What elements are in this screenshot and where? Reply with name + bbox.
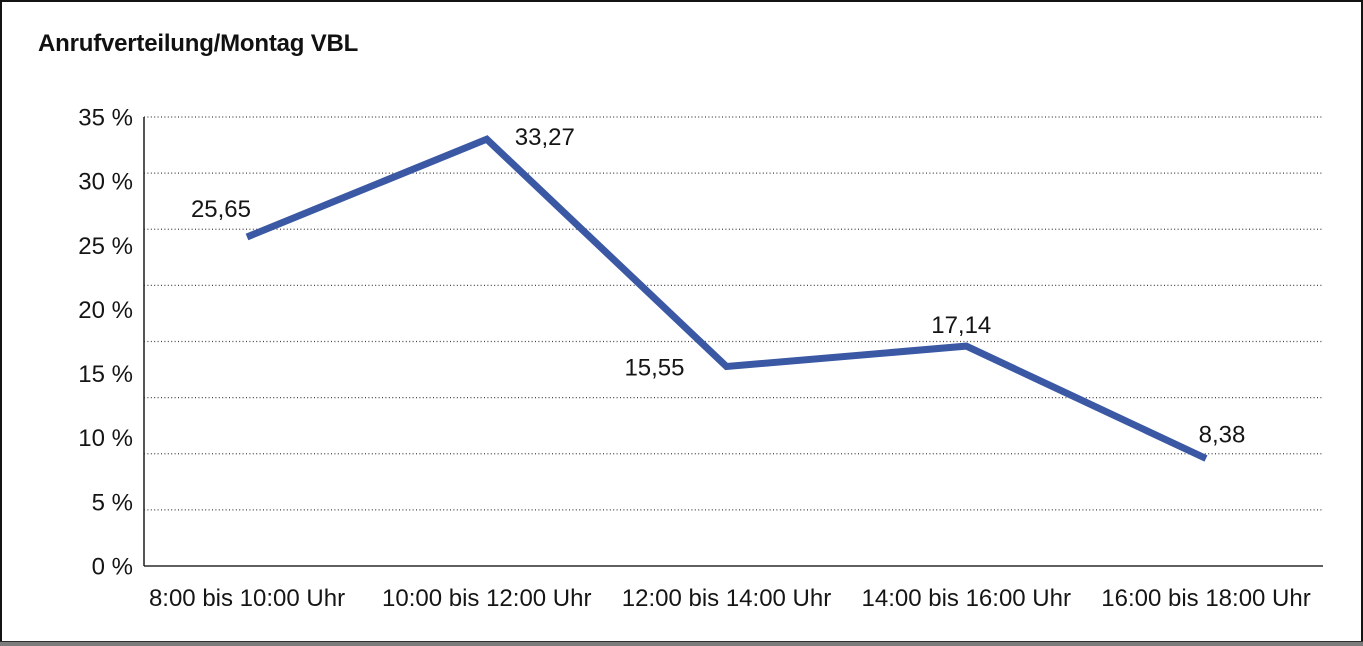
series-line [245,135,1208,462]
point-label: 33,27 [515,124,575,151]
y-tick-label: 5 % [92,489,133,516]
x-category-label: 10:00 bis 12:00 Uhr [382,585,591,612]
window-bottom-edge [0,641,1363,646]
x-category-label: 14:00 bis 16:00 Uhr [862,585,1071,612]
y-tick-label: 15 % [78,361,133,388]
point-label: 15,55 [624,355,684,382]
x-category-label: 16:00 bis 18:00 Uhr [1101,585,1310,612]
x-category-label: 12:00 bis 14:00 Uhr [622,585,831,612]
point-label: 8,38 [1199,421,1246,448]
y-tick-label: 30 % [78,169,133,196]
point-label: 17,14 [931,312,991,339]
y-tick-label: 0 % [92,554,133,581]
y-tick-label: 10 % [78,425,133,452]
chart-title: Anrufverteilung/Montag VBL [38,30,359,57]
y-tick-label: 25 % [78,233,133,260]
y-tick-label: 35 % [78,105,133,132]
y-tick-label: 20 % [78,297,133,324]
point-label: 25,65 [191,196,251,223]
x-category-label: 8:00 bis 10:00 Uhr [149,585,345,612]
